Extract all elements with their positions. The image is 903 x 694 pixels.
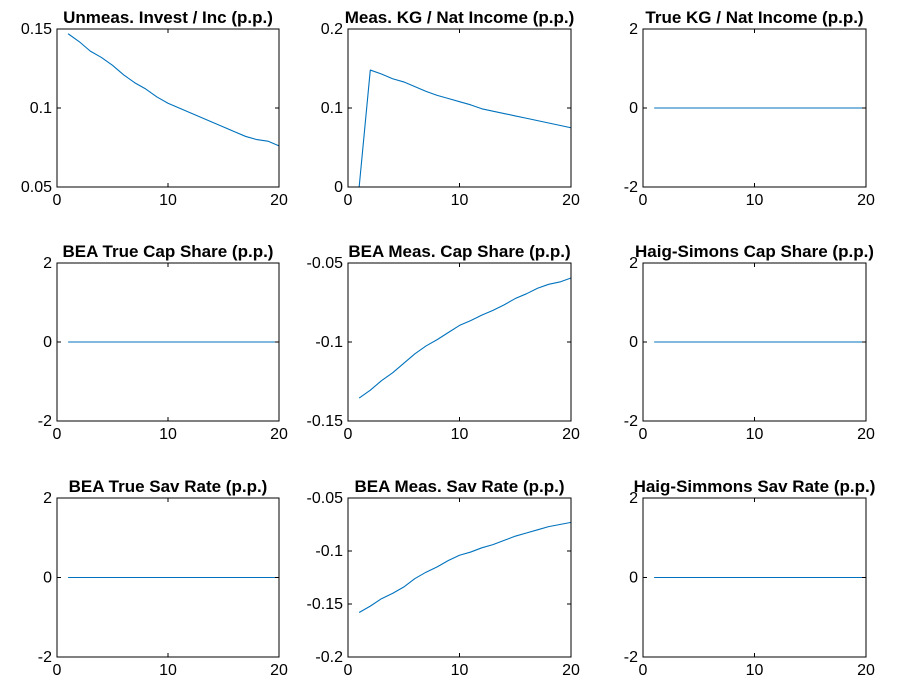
subplot-title: BEA True Sav Rate (p.p.) [69, 477, 268, 496]
y-tick-label: 0 [43, 570, 52, 587]
x-tick-label: 10 [159, 192, 177, 209]
series-line [358, 69, 572, 188]
series-line [358, 277, 572, 399]
x-tick-label: 20 [562, 192, 580, 209]
y-tick-label: -0.15 [307, 596, 344, 613]
subplot-title: Meas. KG / Nat Income (p.p.) [345, 8, 575, 27]
subplot-title: Unmeas. Invest / Inc (p.p.) [63, 8, 273, 27]
y-tick-label: -2 [38, 649, 52, 666]
y-tick-label: 0 [43, 334, 52, 351]
y-tick-label: 2 [629, 255, 638, 272]
x-tick-label: 10 [451, 192, 469, 209]
y-tick-label: 0 [629, 334, 638, 351]
y-tick-label: -0.15 [307, 413, 344, 430]
subplot-2: Meas. KG / Nat Income (p.p.) 0 10 20 0 0.1 0.2 [321, 8, 580, 209]
y-tick-label: 2 [629, 490, 638, 507]
subplot-9: Haig-Simmons Sav Rate (p.p.)0 10 20-202 [624, 477, 876, 679]
x-tick-label: 20 [857, 662, 875, 679]
x-tick-label: 20 [857, 192, 875, 209]
y-tick-label: 2 [43, 255, 52, 272]
subplot-title: Haig-Simons Cap Share (p.p.) [635, 242, 874, 261]
subplot-title: Haig-Simmons Sav Rate (p.p.) [634, 477, 876, 496]
x-tick-label: 0 [53, 662, 62, 679]
subplot-8: BEA Meas. Sav Rate (p.p.) 0 10 20 -0.2 -0.15 -… [307, 477, 580, 679]
y-tick-label: 2 [43, 490, 52, 507]
x-tick-label: 20 [270, 426, 288, 443]
y-tick-label: -0.05 [307, 490, 344, 507]
axes-box [347, 262, 572, 422]
y-tick-label: 2 [629, 21, 638, 38]
x-tick-label: 0 [53, 192, 62, 209]
x-tick-label: 0 [639, 192, 648, 209]
x-tick-label: 0 [344, 192, 353, 209]
x-tick-label: 10 [159, 662, 177, 679]
x-tick-label: 20 [270, 192, 288, 209]
y-tick-label: -2 [624, 179, 638, 196]
axes-box [56, 28, 280, 188]
y-tick-label: 0.1 [321, 100, 343, 117]
y-tick-label: -0.1 [315, 334, 343, 351]
subplot-1: Unmeas. Invest / Inc (p.p.) 0 10 20 0.05 0.1 0… [21, 8, 288, 209]
subplot-5: BEA Meas. Cap Share (p.p.) 0 10 20 -0.15 -0.1… [307, 242, 580, 443]
y-tick-label: -0.05 [307, 255, 344, 272]
y-tick-label: 0 [334, 179, 343, 196]
y-tick-label: 0.2 [321, 21, 343, 38]
subplot-title: BEA Meas. Sav Rate (p.p.) [354, 477, 564, 496]
axes-box [347, 28, 572, 188]
subplot-title: BEA True Cap Share (p.p.) [63, 242, 274, 261]
y-tick-label: 0 [629, 570, 638, 587]
y-tick-label: 0.15 [21, 21, 52, 38]
y-tick-label: -2 [624, 413, 638, 430]
axes-box [347, 497, 572, 658]
subplot-3: True KG / Nat Income (p.p.)0 10 20-202 [624, 8, 875, 209]
y-tick-label: -0.2 [315, 649, 343, 666]
subplot-title: BEA Meas. Cap Share (p.p.) [348, 242, 570, 261]
x-tick-label: 0 [639, 426, 648, 443]
x-tick-label: 10 [746, 662, 764, 679]
x-tick-label: 20 [562, 426, 580, 443]
x-tick-label: 20 [562, 662, 580, 679]
x-tick-label: 0 [344, 662, 353, 679]
x-tick-label: 20 [857, 426, 875, 443]
series-line [67, 33, 280, 147]
x-tick-label: 0 [53, 426, 62, 443]
x-tick-label: 10 [451, 426, 469, 443]
subplot-title: True KG / Nat Income (p.p.) [645, 8, 863, 27]
x-tick-label: 10 [746, 426, 764, 443]
y-tick-label: -2 [38, 413, 52, 430]
x-tick-label: 10 [746, 192, 764, 209]
x-tick-label: 0 [639, 662, 648, 679]
y-tick-label: 0 [629, 100, 638, 117]
series-line [358, 521, 572, 613]
y-tick-label: -0.1 [315, 543, 343, 560]
subplot-7: BEA True Sav Rate (p.p.)0 10 20-202 [38, 477, 288, 679]
y-tick-label: -2 [624, 649, 638, 666]
x-tick-label: 20 [270, 662, 288, 679]
subplot-6: Haig-Simons Cap Share (p.p.)0 10 20-202 [624, 242, 875, 443]
x-tick-label: 10 [451, 662, 469, 679]
y-tick-label: 0.05 [21, 179, 52, 196]
x-tick-label: 0 [344, 426, 353, 443]
subplot-4: BEA True Cap Share (p.p.)0 10 20-202 [38, 242, 288, 443]
x-tick-label: 10 [159, 426, 177, 443]
y-tick-label: 0.1 [30, 100, 52, 117]
